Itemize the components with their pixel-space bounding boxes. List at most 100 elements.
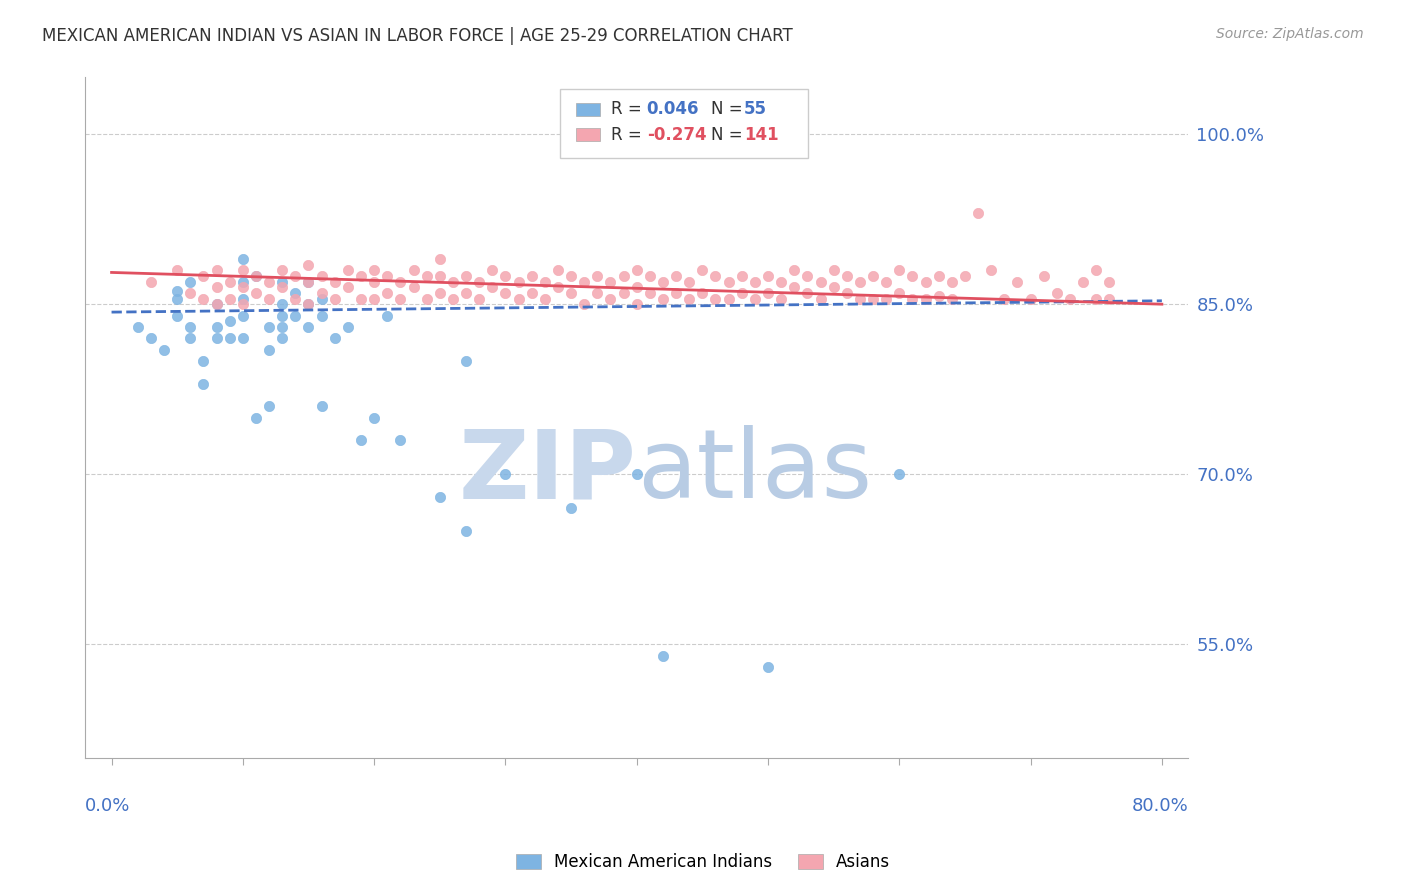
Point — [271, 275, 294, 289]
Point — [232, 297, 254, 311]
Point — [336, 319, 359, 334]
Text: 0.0%: 0.0% — [86, 797, 131, 814]
Point — [783, 263, 806, 277]
Point — [350, 268, 373, 283]
Point — [953, 268, 976, 283]
Point — [560, 501, 582, 516]
Point — [257, 292, 280, 306]
Point — [1085, 263, 1108, 277]
Point — [928, 268, 950, 283]
Point — [889, 263, 911, 277]
Point — [533, 292, 555, 306]
Point — [271, 280, 294, 294]
Point — [179, 285, 201, 300]
Point — [574, 275, 596, 289]
Point — [193, 376, 215, 391]
FancyBboxPatch shape — [560, 89, 807, 159]
Point — [284, 268, 307, 283]
Point — [704, 292, 727, 306]
Point — [257, 275, 280, 289]
Point — [179, 319, 201, 334]
Point — [1071, 275, 1094, 289]
Point — [218, 292, 240, 306]
Text: atlas: atlas — [637, 425, 872, 518]
Point — [626, 297, 648, 311]
Point — [613, 285, 636, 300]
Point — [810, 275, 832, 289]
Point — [967, 206, 990, 220]
Point — [717, 275, 740, 289]
Text: R =: R = — [612, 126, 647, 144]
Point — [980, 263, 1002, 277]
Point — [193, 292, 215, 306]
Point — [441, 275, 464, 289]
Bar — [576, 128, 600, 141]
Point — [731, 285, 754, 300]
Point — [363, 275, 385, 289]
Text: R =: R = — [612, 101, 647, 119]
Point — [744, 275, 766, 289]
Point — [232, 263, 254, 277]
Point — [205, 319, 228, 334]
Point — [363, 410, 385, 425]
Point — [849, 275, 872, 289]
Point — [297, 258, 319, 272]
Point — [363, 263, 385, 277]
Legend: Mexican American Indians, Asians: Mexican American Indians, Asians — [508, 845, 898, 880]
Point — [638, 285, 661, 300]
Point — [494, 268, 516, 283]
Point — [835, 268, 858, 283]
Point — [481, 280, 503, 294]
Point — [889, 467, 911, 482]
Point — [193, 354, 215, 368]
Point — [586, 285, 609, 300]
Point — [375, 285, 398, 300]
Point — [205, 297, 228, 311]
Point — [626, 280, 648, 294]
Point — [179, 331, 201, 345]
Point — [520, 268, 543, 283]
Text: Source: ZipAtlas.com: Source: ZipAtlas.com — [1216, 27, 1364, 41]
Point — [389, 275, 412, 289]
Point — [166, 263, 188, 277]
Point — [271, 309, 294, 323]
Point — [257, 399, 280, 413]
Point — [311, 285, 333, 300]
Point — [481, 263, 503, 277]
Point — [901, 268, 924, 283]
Point — [271, 297, 294, 311]
Point — [1019, 292, 1042, 306]
Point — [311, 399, 333, 413]
Point — [914, 292, 936, 306]
Point — [350, 292, 373, 306]
Point — [375, 309, 398, 323]
Point — [311, 268, 333, 283]
Point — [599, 275, 621, 289]
Point — [638, 268, 661, 283]
Point — [862, 292, 884, 306]
Point — [271, 331, 294, 345]
Point — [586, 268, 609, 283]
Point — [756, 268, 779, 283]
Point — [494, 467, 516, 482]
Point — [232, 280, 254, 294]
Point — [271, 319, 294, 334]
Point — [454, 268, 477, 283]
Point — [1059, 292, 1081, 306]
Point — [218, 275, 240, 289]
Text: 141: 141 — [744, 126, 779, 144]
Point — [166, 284, 188, 298]
Point — [941, 292, 963, 306]
Point — [731, 268, 754, 283]
Point — [232, 331, 254, 345]
Point — [520, 285, 543, 300]
Point — [429, 285, 451, 300]
Point — [245, 268, 267, 283]
Point — [875, 292, 897, 306]
Point — [1085, 292, 1108, 306]
Point — [297, 275, 319, 289]
Point — [389, 292, 412, 306]
Point — [375, 268, 398, 283]
Point — [678, 275, 700, 289]
Point — [692, 127, 714, 141]
